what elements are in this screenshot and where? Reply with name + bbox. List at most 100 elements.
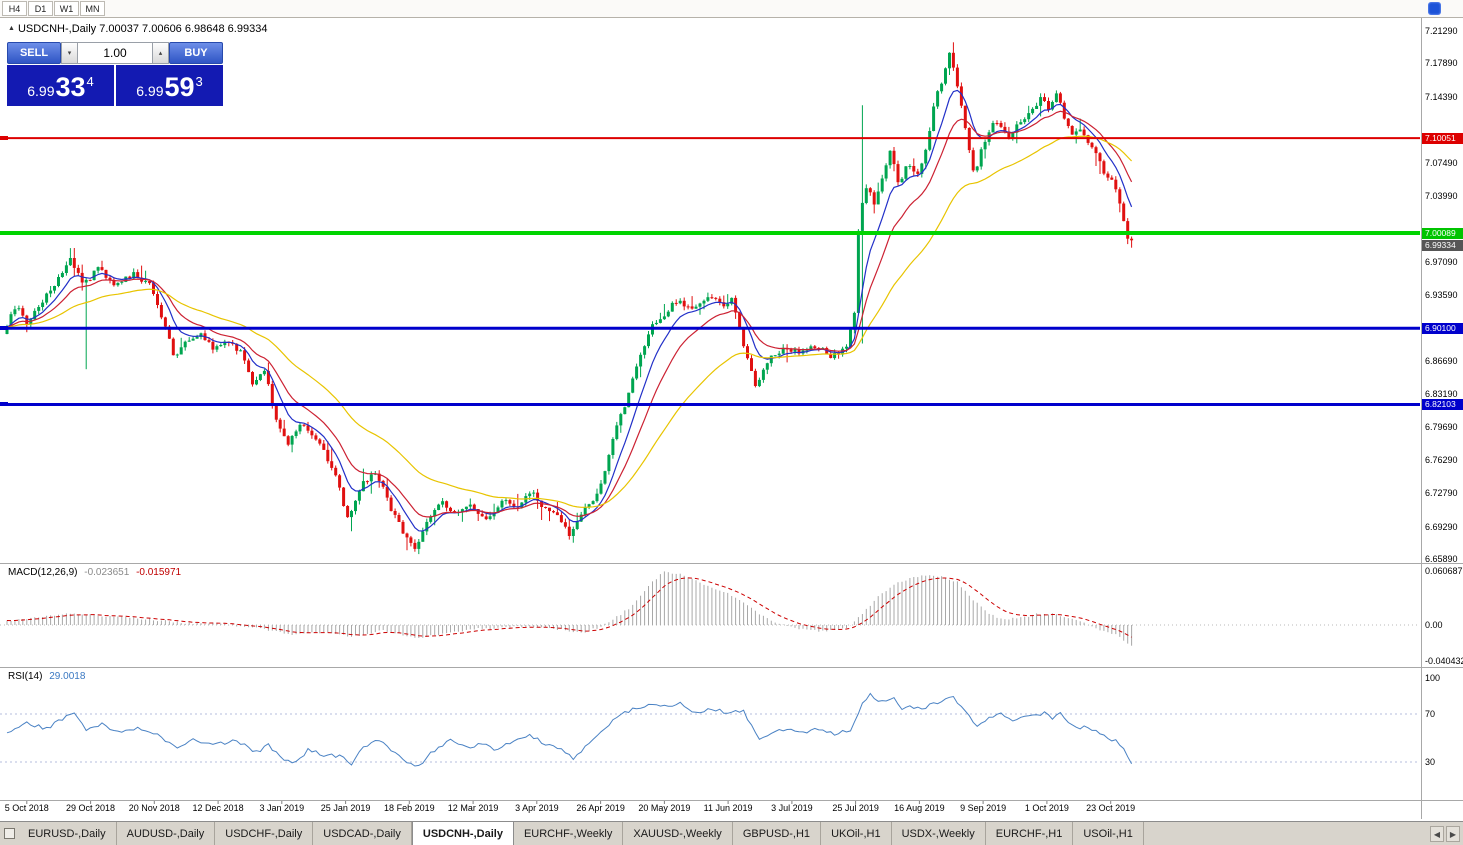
macd-name: MACD(12,26,9) xyxy=(8,567,78,578)
chart-tab-usdcad-daily[interactable]: USDCAD-,Daily xyxy=(313,822,412,845)
date-label: 3 Jan 2019 xyxy=(259,803,305,813)
date-label: 3 Apr 2019 xyxy=(515,803,559,813)
rsi-tick-label: 100 xyxy=(1425,673,1441,683)
tab-scroll-right-icon[interactable]: ▶ xyxy=(1446,826,1460,842)
timeframe-h4[interactable]: H4 xyxy=(2,1,27,16)
chart-title-text: USDCNH-,Daily 7.00037 7.00606 6.98648 6.… xyxy=(17,23,268,35)
rsi-dateaxis-divider xyxy=(0,800,1463,801)
macd-tick-label: 0.060687 xyxy=(1425,566,1463,576)
buy-price-pipette: 3 xyxy=(195,74,203,89)
date-label: 29 Oct 2018 xyxy=(66,803,116,813)
chart-tab-eurusd-daily[interactable]: EURUSD-,Daily xyxy=(18,822,117,845)
bid-price-badge: 6.99334 xyxy=(1422,239,1463,251)
date-label: 5 Oct 2018 xyxy=(4,803,49,813)
level-price-badge-682103: 6.82103 xyxy=(1422,398,1463,410)
timeframe-button-group: H4 D1 W1 MN xyxy=(2,1,105,16)
price-tick-label: 6.86690 xyxy=(1425,355,1458,366)
price-tick-label: 7.17890 xyxy=(1425,58,1458,69)
date-label: 18 Feb 2019 xyxy=(384,803,435,813)
price-tick-label: 7.07490 xyxy=(1425,157,1458,168)
chart-tab-usdx-weekly[interactable]: USDX-,Weekly xyxy=(892,822,986,845)
date-label: 20 Nov 2018 xyxy=(128,803,180,813)
price-tick-label: 7.14390 xyxy=(1425,91,1458,102)
level-price-badge-690100: 6.90100 xyxy=(1422,322,1463,334)
price-tick-label: 6.65890 xyxy=(1425,553,1458,564)
price-tick-label: 6.72790 xyxy=(1425,488,1458,499)
macd-tick-label: -0.040432 xyxy=(1425,655,1463,666)
tab-strip: EURUSD-,Daily AUDUSD-,Daily USDCHF-,Daily U… xyxy=(18,821,1144,845)
buy-button[interactable]: BUY xyxy=(169,42,223,64)
date-label: 1 Oct 2019 xyxy=(1024,803,1069,813)
price-tick-label: 6.69290 xyxy=(1425,521,1458,532)
rsi-indicator-label: RSI(14) 29.0018 xyxy=(8,671,85,682)
tab-scroll-buttons: ◀ ▶ xyxy=(1430,826,1460,842)
window-menu-icon[interactable] xyxy=(0,822,18,845)
level-anchor-marker xyxy=(0,326,8,331)
chart-tab-eurchf-h1[interactable]: EURCHF-,H1 xyxy=(986,822,1074,845)
timeframe-d1[interactable]: D1 xyxy=(28,1,53,16)
price-tick-label: 6.79690 xyxy=(1425,422,1458,433)
macd-value-main: -0.023651 xyxy=(84,567,130,578)
volume-dropdown-button[interactable]: ▾ xyxy=(61,42,78,64)
macd-indicator-label: MACD(12,26,9) -0.023651 -0.015971 xyxy=(8,567,181,578)
symbol-collapse-icon[interactable]: ▲ xyxy=(8,25,15,32)
price-axis-divider xyxy=(1421,18,1422,819)
level-anchor-marker xyxy=(0,136,8,141)
chart-tab-audusd-daily[interactable]: AUDUSD-,Daily xyxy=(117,822,216,845)
sell-price-pipette: 4 xyxy=(86,74,94,89)
date-label: 23 Oct 2019 xyxy=(1086,803,1136,813)
price-tick-label: 6.93590 xyxy=(1425,289,1458,300)
date-label: 12 Mar 2019 xyxy=(447,803,499,813)
date-label: 20 May 2019 xyxy=(638,803,691,813)
sell-price-pips: 33 xyxy=(55,72,86,102)
volume-increment-button[interactable]: ▴ xyxy=(152,42,169,64)
date-label: 16 Aug 2019 xyxy=(894,803,945,813)
buy-price-figure: 6.99 xyxy=(136,83,164,99)
volume-input[interactable] xyxy=(78,42,152,64)
timeframe-toolbar: H4 D1 W1 MN xyxy=(0,0,1463,18)
date-label: 11 Jun 2019 xyxy=(703,803,753,813)
date-label: 25 Jul 2019 xyxy=(832,803,879,813)
price-tick-label: 6.76290 xyxy=(1425,454,1458,465)
macd-tick-label: 0.00 xyxy=(1425,620,1443,630)
trade-controls-row: SELL ▾ ▴ BUY xyxy=(7,42,223,64)
date-label: 9 Sep 2019 xyxy=(960,803,1007,813)
chart-tab-usdcnh-daily[interactable]: USDCNH-,Daily xyxy=(411,821,514,845)
resistance-line-price-badge: 7.10051 xyxy=(1422,132,1463,144)
level-anchor-marker xyxy=(0,231,8,236)
app-logo-icon[interactable] xyxy=(1428,2,1441,15)
rsi-name: RSI(14) xyxy=(8,671,43,682)
buy-price-display[interactable]: 6.99593 xyxy=(116,65,223,106)
timeframe-w1[interactable]: W1 xyxy=(54,1,79,16)
price-tick-label: 6.97090 xyxy=(1425,256,1458,267)
timeframe-mn[interactable]: MN xyxy=(80,1,105,16)
trade-prices-row: 6.99334 6.99593 xyxy=(7,65,223,106)
support-line-price-badge: 7.00089 xyxy=(1422,227,1463,239)
chart-tab-eurchf-weekly[interactable]: EURCHF-,Weekly xyxy=(514,822,624,845)
price-tick-label: 7.03990 xyxy=(1425,190,1458,201)
chart-tab-ukoil-h1[interactable]: UKOil-,H1 xyxy=(821,822,892,845)
sell-button[interactable]: SELL xyxy=(7,42,61,64)
price-tick-label: 6.83190 xyxy=(1425,389,1458,400)
macd-rsi-divider[interactable] xyxy=(0,667,1463,668)
tab-scroll-left-icon[interactable]: ◀ xyxy=(1430,826,1444,842)
one-click-trading-widget: SELL ▾ ▴ BUY 6.99334 6.99593 xyxy=(7,42,223,106)
chevron-down-icon: ▾ xyxy=(67,50,72,57)
date-label: 25 Jan 2019 xyxy=(320,803,371,813)
chart-tab-usoil-h1[interactable]: USOil-,H1 xyxy=(1073,822,1144,845)
rsi-tick-label: 30 xyxy=(1425,757,1436,767)
price-tick-label: 7.21290 xyxy=(1425,26,1458,36)
chart-tab-gbpusd-h1[interactable]: GBPUSD-,H1 xyxy=(733,822,822,845)
sell-price-display[interactable]: 6.99334 xyxy=(7,65,114,106)
main-macd-divider[interactable] xyxy=(0,563,1463,564)
date-label: 12 Dec 2018 xyxy=(192,803,244,813)
level-anchor-marker xyxy=(0,402,8,407)
chart-tab-usdchf-daily[interactable]: USDCHF-,Daily xyxy=(215,822,314,845)
macd-value-signal: -0.015971 xyxy=(136,567,182,578)
chart-title: ▲ USDCNH-,Daily 7.00037 7.00606 6.98648 6… xyxy=(8,23,267,35)
buy-price-pips: 59 xyxy=(164,72,195,102)
rsi-tick-label: 70 xyxy=(1425,709,1436,719)
chart-tab-xauusd-weekly[interactable]: XAUUSD-,Weekly xyxy=(623,822,733,845)
